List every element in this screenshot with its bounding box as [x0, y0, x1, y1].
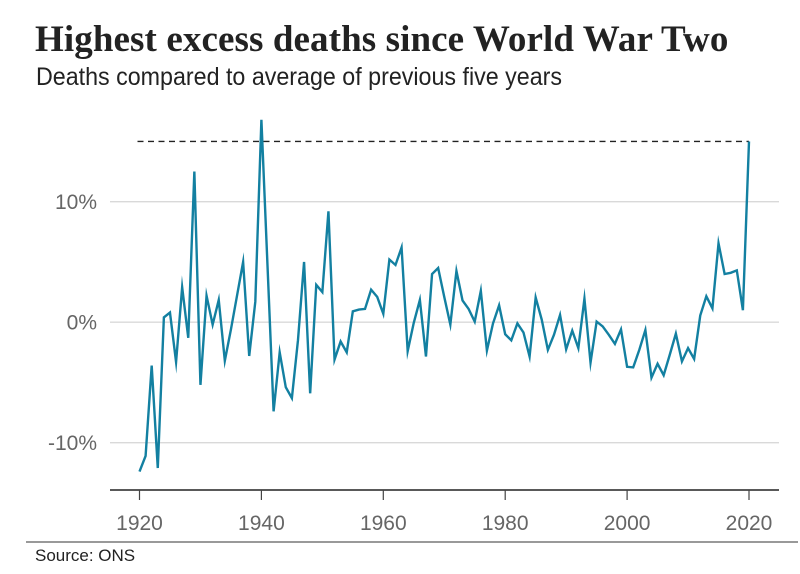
y-axis: 10% 0% -10%: [48, 191, 97, 455]
x-tick-label: 2000: [604, 512, 651, 535]
x-tick-label: 1960: [360, 512, 407, 535]
series-line: [138, 119, 751, 473]
y-tick-label: -10%: [48, 432, 97, 455]
gridlines: [110, 201, 779, 444]
y-tick-label: 10%: [55, 191, 97, 214]
x-tick-label: 1920: [116, 512, 163, 535]
x-axis: 1920 1940 1960 1980 2000 2020: [110, 489, 779, 535]
x-tick-label: 1940: [238, 512, 285, 535]
source-note: Source: ONS: [35, 546, 136, 565]
x-tick-label: 1980: [482, 512, 529, 535]
chart-subtitle: Deaths compared to average of previous f…: [36, 63, 562, 91]
x-tick-label: 2020: [726, 512, 773, 535]
y-tick-label: 0%: [67, 312, 97, 335]
chart-title: Highest excess deaths since World War Tw…: [35, 19, 729, 60]
series-group: [138, 119, 751, 473]
